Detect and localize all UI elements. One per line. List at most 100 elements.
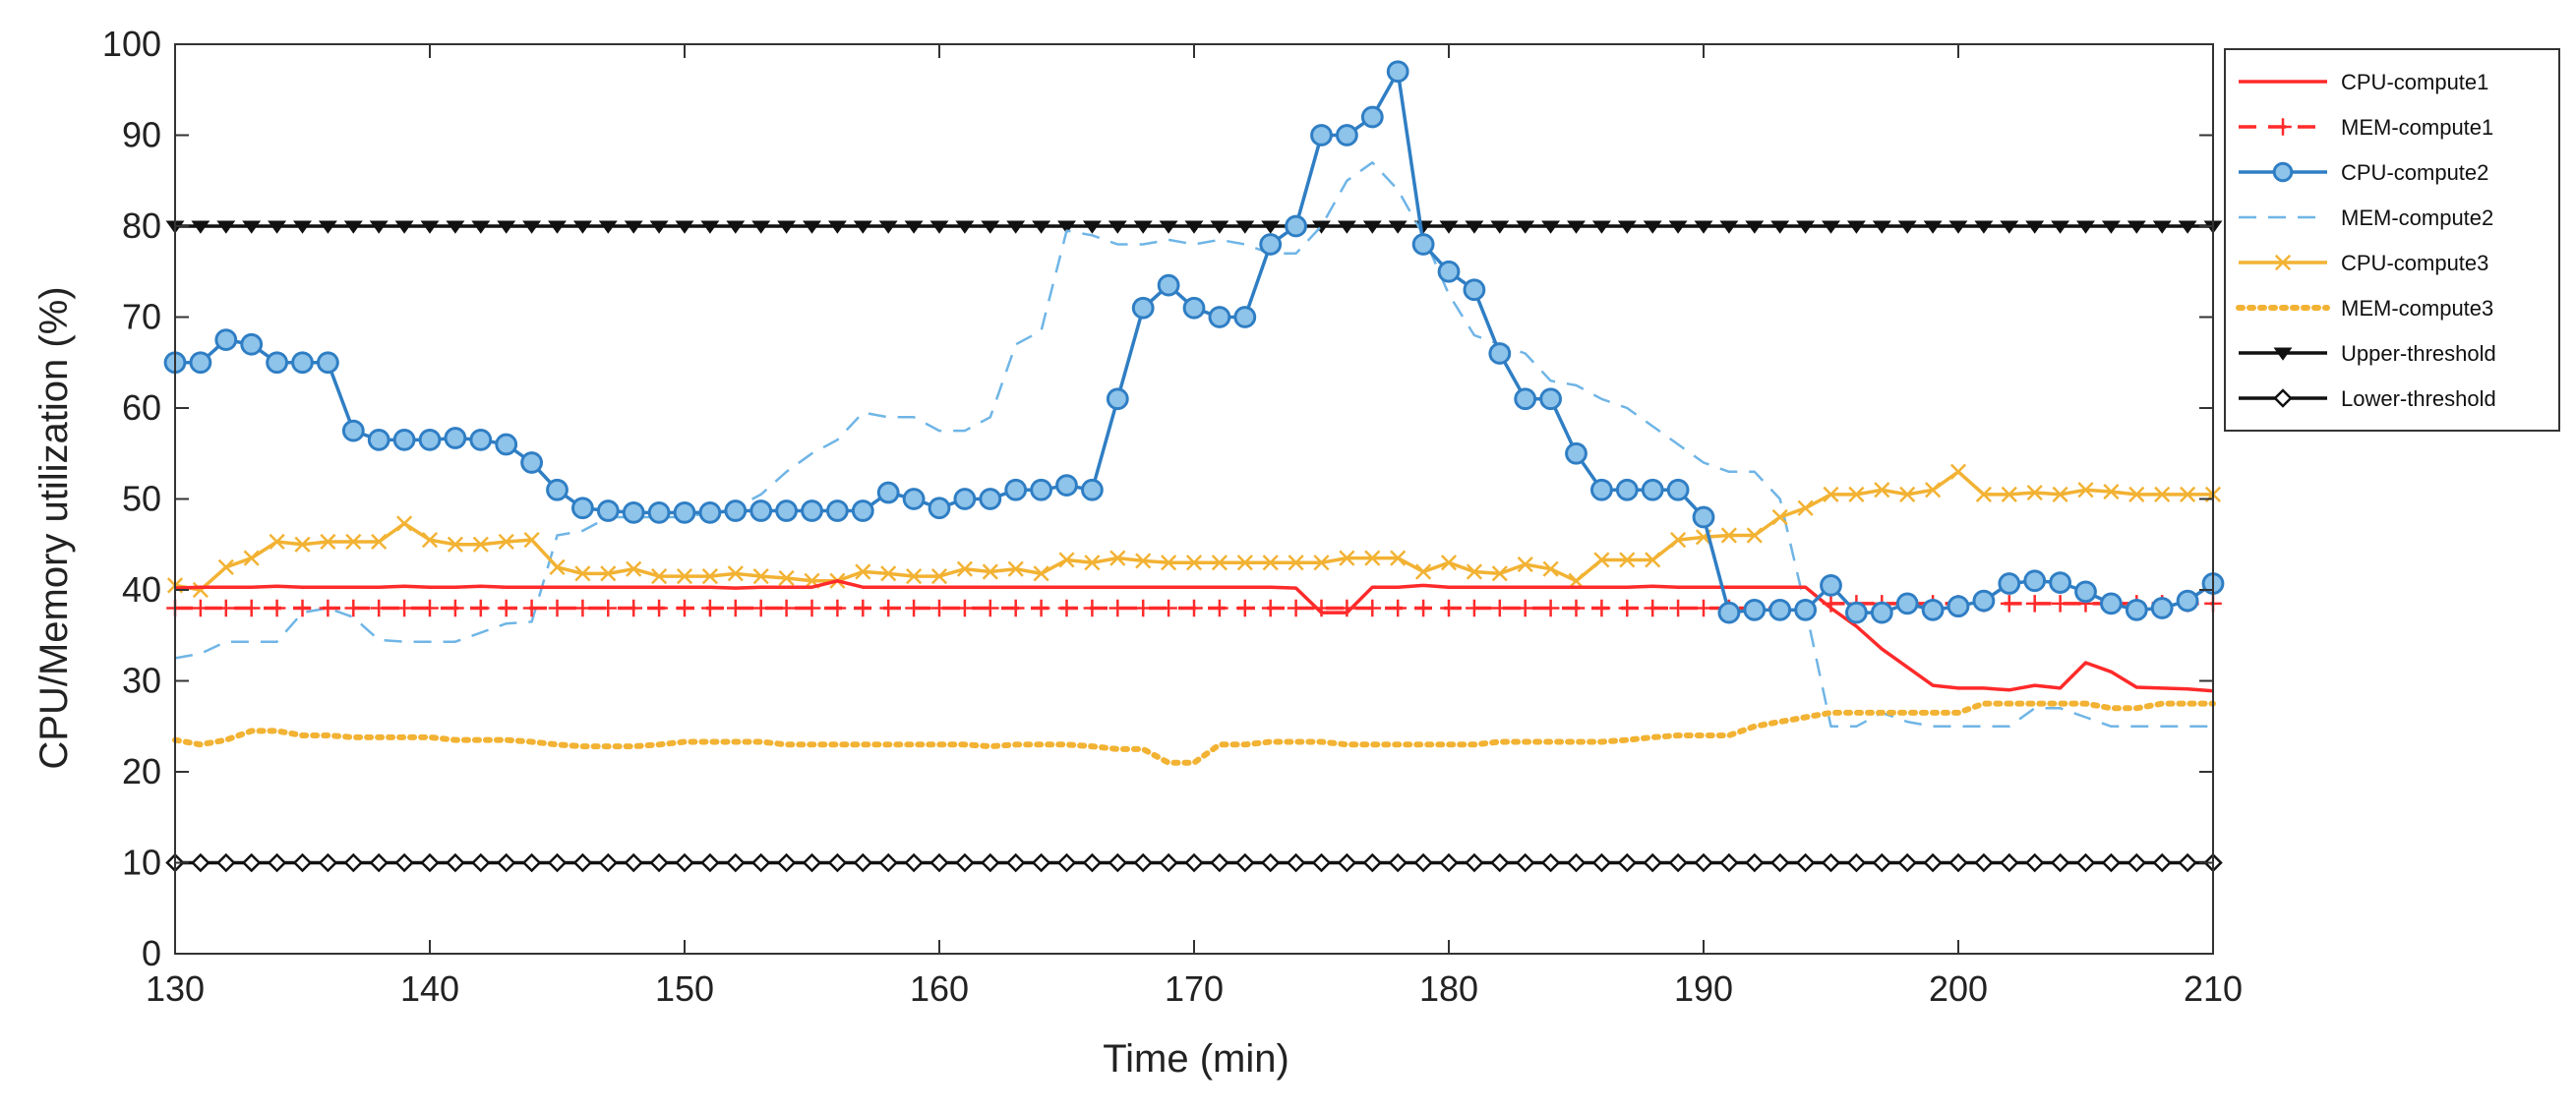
data-point xyxy=(1770,220,1790,234)
data-point xyxy=(420,220,440,234)
x-tick-label: 170 xyxy=(1165,968,1224,1009)
legend-item: MEM-compute2 xyxy=(2239,205,2493,230)
data-point xyxy=(1541,599,1560,617)
data-point xyxy=(216,852,236,873)
data-point xyxy=(1643,852,1662,873)
data-point xyxy=(1184,852,1204,873)
data-point xyxy=(1363,599,1382,617)
data-point xyxy=(1157,273,1180,297)
data-point xyxy=(1666,478,1690,501)
data-point xyxy=(243,550,260,566)
data-point xyxy=(1005,852,1026,873)
x-tick-label: 140 xyxy=(400,968,459,1009)
data-point xyxy=(1491,599,1509,617)
data-point xyxy=(191,220,210,234)
data-point xyxy=(1567,220,1586,234)
data-point xyxy=(394,220,414,234)
data-point xyxy=(1872,852,1892,873)
data-point xyxy=(2024,852,2045,873)
data-point xyxy=(1184,220,1204,234)
data-point xyxy=(1210,852,1229,873)
data-point xyxy=(1617,220,1637,234)
data-point xyxy=(2178,852,2197,873)
data-point xyxy=(1364,550,1381,566)
data-point xyxy=(2026,484,2043,501)
data-point xyxy=(341,419,365,442)
data-point xyxy=(1336,124,1358,146)
data-point xyxy=(1313,555,1330,571)
data-point xyxy=(955,852,975,873)
data-point xyxy=(904,220,924,234)
data-point xyxy=(698,500,722,524)
data-point xyxy=(802,852,822,873)
data-point xyxy=(1797,499,1814,516)
data-point xyxy=(598,852,619,873)
data-point xyxy=(1236,599,1254,617)
legend-item: CPU-compute2 xyxy=(2239,160,2488,185)
legend-marker xyxy=(2273,347,2293,361)
data-point xyxy=(851,499,874,522)
data-point xyxy=(1566,852,1587,873)
data-point xyxy=(1261,599,1280,617)
data-point xyxy=(1133,220,1153,234)
data-point xyxy=(343,852,364,873)
x-tick-label: 150 xyxy=(655,968,714,1009)
data-point xyxy=(1668,852,1688,873)
y-tick-label: 20 xyxy=(122,751,161,791)
data-point xyxy=(2127,852,2147,873)
data-point xyxy=(1872,220,1891,234)
data-point xyxy=(726,852,746,873)
data-point xyxy=(1058,552,1075,568)
data-point xyxy=(929,220,949,234)
legend: CPU-compute1 MEM-compute1 CPU-compute2 MEM-… xyxy=(2224,48,2560,432)
data-point xyxy=(982,599,999,617)
data-point xyxy=(1925,482,1942,498)
data-point xyxy=(447,599,464,617)
data-point xyxy=(1822,220,1840,234)
data-point xyxy=(1057,599,1076,617)
y-axis-title: CPU/Memory utilization (%) xyxy=(32,286,76,769)
data-point xyxy=(1845,601,1868,624)
data-point xyxy=(2176,589,2199,613)
data-point xyxy=(1159,220,1178,234)
data-point xyxy=(930,599,948,617)
data-point xyxy=(625,599,642,617)
data-point xyxy=(1948,220,1968,234)
legend-marker xyxy=(2273,388,2293,408)
data-point xyxy=(1160,599,1177,617)
data-point xyxy=(1517,556,1533,573)
data-point xyxy=(189,351,212,375)
data-point xyxy=(1694,852,1713,873)
data-point xyxy=(472,536,489,553)
data-point xyxy=(371,533,388,551)
legend-marker xyxy=(2274,254,2292,271)
legend-item: MEM-compute3 xyxy=(2236,296,2493,321)
legend-label: MEM-compute3 xyxy=(2341,296,2493,321)
data-point xyxy=(2074,580,2097,604)
data-point xyxy=(1720,527,1737,544)
data-point xyxy=(1286,852,1306,873)
data-point xyxy=(369,220,389,234)
data-point xyxy=(853,852,873,873)
data-point xyxy=(1565,441,1588,465)
data-point xyxy=(2023,569,2047,593)
data-point xyxy=(676,568,693,585)
data-point xyxy=(1465,852,1484,873)
data-point xyxy=(854,599,872,617)
data-point xyxy=(955,220,975,234)
data-point xyxy=(294,536,311,553)
data-point xyxy=(1388,852,1408,873)
data-point xyxy=(1870,601,1893,624)
data-point xyxy=(651,568,668,585)
data-point xyxy=(751,220,771,234)
data-point xyxy=(1006,599,1025,617)
data-point xyxy=(1057,220,1076,234)
data-point xyxy=(596,499,620,522)
data-point xyxy=(242,599,261,617)
data-point xyxy=(2051,595,2069,613)
data-point xyxy=(2125,598,2148,621)
data-point xyxy=(878,220,898,234)
data-point xyxy=(343,220,363,234)
data-point xyxy=(472,599,490,617)
